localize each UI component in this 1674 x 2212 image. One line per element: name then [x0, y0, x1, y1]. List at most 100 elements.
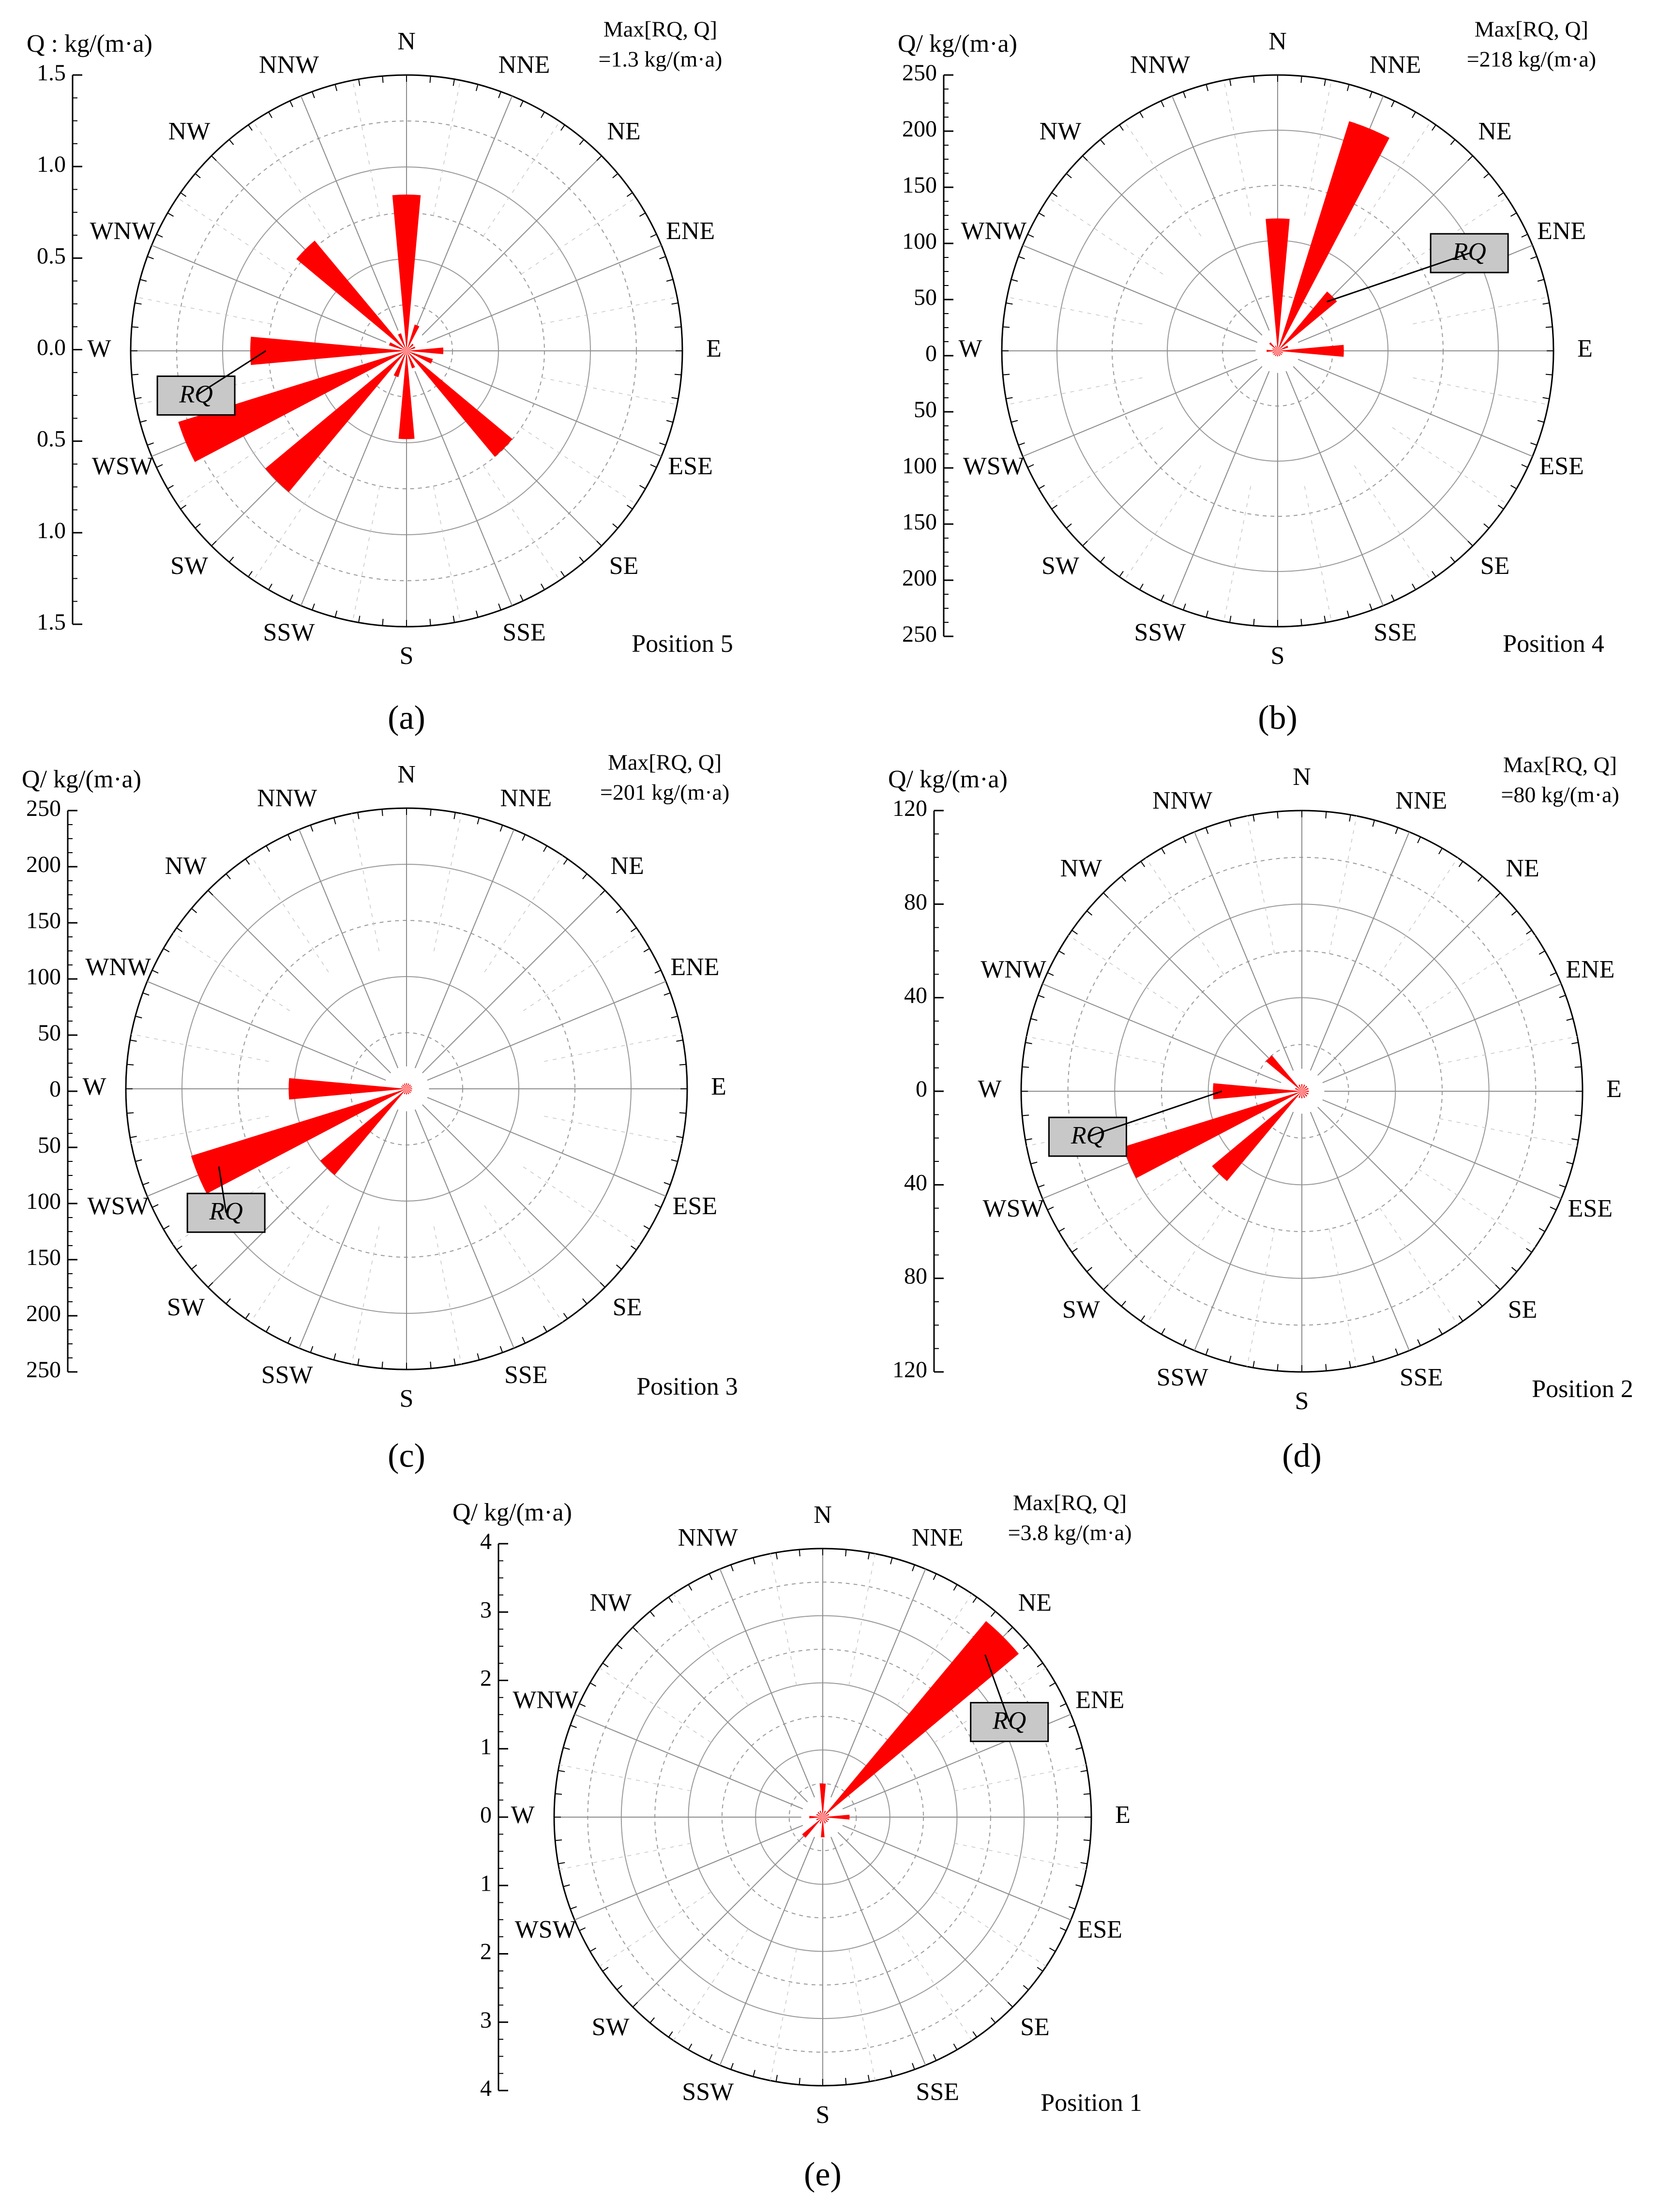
outer-tick — [753, 1557, 755, 1565]
minor-spoke — [1048, 197, 1163, 275]
minor-spoke — [1392, 427, 1508, 505]
outer-tick — [151, 1204, 159, 1208]
outer-tick — [333, 817, 336, 825]
minor-spoke — [1247, 815, 1275, 954]
outer-tick — [1228, 1355, 1232, 1363]
q-axis-tick-label: 0 — [480, 1802, 492, 1828]
outer-tick — [602, 1662, 609, 1668]
outer-tick — [176, 1245, 182, 1250]
outer-tick — [208, 890, 213, 896]
outer-tick — [558, 1770, 565, 1773]
outer-tick — [1526, 930, 1532, 935]
outer-tick — [1559, 994, 1566, 998]
direction-label-NW: NW — [1040, 118, 1082, 145]
outer-tick — [1372, 820, 1375, 827]
q-axis-tick-label: 1 — [480, 1870, 492, 1896]
outer-tick — [248, 124, 253, 131]
direction-label-NW: NW — [165, 852, 207, 880]
outer-tick — [135, 1015, 142, 1019]
outer-tick — [1510, 485, 1517, 489]
q-axis-tick-label: 0.5 — [37, 243, 66, 269]
outer-tick — [563, 858, 568, 865]
outer-tick — [228, 557, 234, 563]
outer-tick — [845, 1550, 847, 1557]
bar-E — [1278, 345, 1344, 357]
outer-tick — [560, 124, 565, 131]
wind-rose-panel-4: N NNE NE ENE E ESE SE SSE S SSW SW WSW W WNW NW NNW 120 8… — [888, 752, 1633, 1475]
direction-label-NW: NW — [168, 118, 211, 145]
bar-NE — [1278, 291, 1337, 351]
minor-spoke — [544, 1115, 682, 1144]
outer-tick — [666, 279, 673, 282]
direction-label-ENE: ENE — [1537, 217, 1586, 245]
outer-tick — [1510, 212, 1517, 217]
direction-label-N: N — [1268, 28, 1287, 55]
direction-label-NNW: NNW — [678, 1524, 738, 1551]
bar-NNE — [1302, 1084, 1305, 1091]
spoke — [1293, 366, 1473, 546]
outer-tick — [649, 1611, 655, 1617]
outer-tick — [654, 1204, 662, 1208]
bar-E — [407, 1088, 412, 1090]
outer-tick — [596, 155, 602, 161]
bar-N — [1301, 1084, 1303, 1091]
outer-tick — [1100, 139, 1105, 145]
q-axis-tick-label: 80 — [904, 889, 927, 915]
outer-tick — [1069, 1725, 1075, 1728]
outer-tick — [1478, 1300, 1483, 1307]
outer-tick — [1119, 124, 1124, 131]
q-axis-tick-label: 1.5 — [37, 609, 66, 635]
spoke — [1317, 1107, 1501, 1290]
outer-tick — [654, 969, 662, 974]
spoke — [147, 981, 386, 1081]
outer-tick — [1395, 827, 1399, 834]
direction-label-W: W — [87, 335, 111, 362]
minor-spoke — [1418, 935, 1536, 1014]
outer-tick — [211, 155, 217, 161]
wind-rose-panel-3: N NNE NE ENE E ESE SE SSE S SSW SW WSW W WNW NW NNW 250 2… — [22, 750, 738, 1475]
outer-tick — [477, 817, 480, 825]
outer-tick — [1058, 950, 1065, 955]
outer-tick — [1483, 523, 1490, 529]
minor-spoke — [1328, 815, 1357, 954]
bar-WNW — [1295, 1088, 1302, 1091]
direction-label-NNW: NNW — [1152, 787, 1212, 814]
outer-tick — [430, 809, 432, 816]
q-axis-tick-label: 4 — [480, 1529, 492, 1554]
outer-tick — [1205, 827, 1209, 834]
outer-tick — [191, 908, 197, 913]
q-axis-tick-label: 0.5 — [37, 426, 66, 452]
outer-tick — [522, 834, 526, 841]
bar-NNW — [404, 1083, 407, 1089]
outer-tick — [1007, 2001, 1013, 2008]
outer-tick — [1047, 1206, 1054, 1211]
outer-tick — [867, 1552, 870, 1560]
bar-NNW — [1298, 1084, 1302, 1091]
direction-label-SE: SE — [1508, 1296, 1538, 1324]
outer-tick — [520, 100, 524, 107]
bar-W — [250, 336, 407, 365]
direction-label-NNE: NNE — [498, 51, 550, 78]
outer-tick — [1086, 910, 1093, 916]
outer-tick — [1011, 420, 1018, 423]
outer-tick — [617, 1985, 623, 1990]
outer-tick — [799, 2077, 800, 2085]
direction-label-WNW: WNW — [85, 953, 151, 981]
outer-tick — [671, 1015, 678, 1019]
outer-tick — [156, 464, 163, 468]
direction-label-NE: NE — [1478, 118, 1511, 145]
q-axis-title: Q : kg/(m·a) — [27, 30, 152, 58]
outer-tick — [1497, 192, 1504, 197]
direction-label-NNE: NNE — [912, 1524, 964, 1551]
outer-tick — [130, 1039, 137, 1042]
position-label: Position 1 — [1041, 2089, 1142, 2117]
bar-NW — [1266, 1055, 1302, 1091]
outer-tick — [1467, 541, 1473, 546]
outer-tick — [1545, 374, 1553, 376]
outer-tick — [1037, 1662, 1043, 1668]
direction-label-SE: SE — [1020, 2013, 1050, 2041]
outer-tick — [1103, 1284, 1109, 1290]
position-label: Position 4 — [1503, 630, 1604, 658]
minor-spoke — [1247, 1229, 1275, 1367]
bar-N — [1266, 218, 1290, 351]
